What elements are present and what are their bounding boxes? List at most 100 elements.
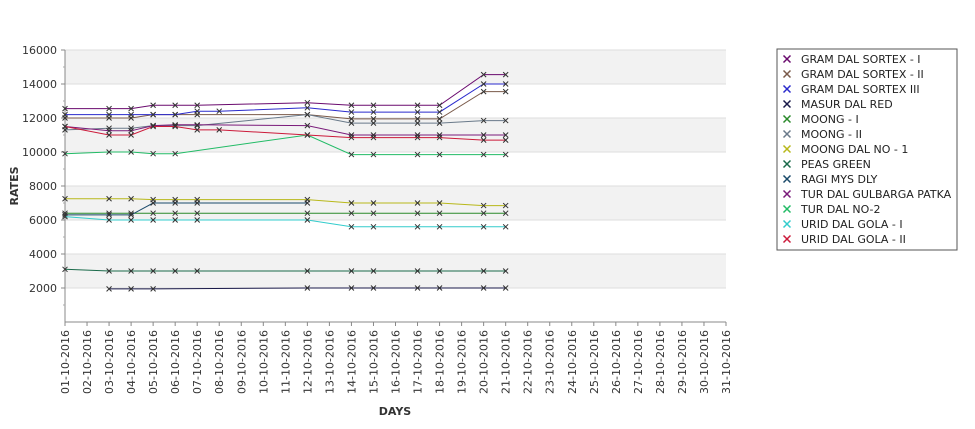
legend-marker (782, 114, 792, 124)
x-tick-label: 19-10-2016 (456, 330, 469, 394)
data-point-marker (304, 104, 311, 111)
data-point-marker (502, 223, 509, 230)
data-point-marker (348, 151, 355, 158)
x-tick-label: 24-10-2016 (566, 330, 579, 394)
data-point-marker (172, 200, 179, 206)
data-point-marker (480, 268, 487, 274)
legend: GRAM DAL SORTEX - I GRAM DAL SORTEX - II G… (776, 48, 958, 251)
data-point-marker (436, 268, 443, 274)
legend-label: URID DAL GOLA - II (801, 233, 906, 246)
data-point-marker (502, 88, 509, 95)
data-point-marker (480, 81, 487, 87)
data-point-marker (150, 123, 156, 130)
data-point-marker (172, 150, 179, 157)
x-tick-label: 28-10-2016 (654, 330, 667, 394)
axes: 2000 4000 6000 8000 10000 12000 14000 16000 01-1… (22, 44, 733, 394)
data-point-marker (414, 285, 421, 291)
legend-item: MOONG - I (782, 113, 859, 126)
data-point-marker (150, 150, 156, 157)
data-point-marker (414, 115, 421, 122)
series (62, 266, 509, 274)
data-point-marker (172, 102, 179, 109)
legend-marker (782, 69, 792, 79)
data-point-marker (370, 200, 377, 206)
data-point-marker (348, 132, 355, 138)
series (62, 71, 509, 112)
data-point-marker (502, 137, 509, 143)
x-tick-label: 16-10-2016 (390, 330, 403, 394)
data-point-marker (304, 200, 311, 206)
y-tick-label: 6000 (29, 214, 57, 227)
data-point-marker (480, 202, 487, 209)
series (62, 111, 509, 133)
data-point-marker (62, 213, 68, 220)
data-point-marker (194, 121, 201, 128)
legend-marker (782, 234, 792, 244)
legend-marker (782, 204, 792, 214)
data-point-marker (304, 268, 311, 274)
legend-item: GRAM DAL SORTEX - II (782, 68, 924, 81)
x-tick-label: 08-10-2016 (213, 330, 226, 394)
data-point-marker (128, 285, 134, 292)
legend-label: MOONG DAL NO - 1 (801, 143, 908, 156)
data-point-marker (348, 134, 355, 141)
data-point-marker (480, 137, 487, 143)
x-tick-label: 01-10-2016 (59, 330, 72, 394)
data-point-marker (128, 111, 134, 118)
grid-band (65, 50, 726, 84)
data-point-marker (502, 151, 509, 158)
y-tick-label: 14000 (22, 78, 57, 91)
data-point-marker (370, 151, 377, 158)
x-tick-label: 03-10-2016 (103, 330, 116, 394)
x-tick-label: 31-10-2016 (720, 330, 733, 394)
legend-item: TUR DAL NO-2 (782, 203, 881, 216)
legend-item: RAGI MYS DLY (782, 173, 878, 186)
data-point-marker (414, 223, 421, 230)
series (62, 200, 311, 218)
data-point-marker (480, 71, 487, 78)
data-point-marker (480, 285, 487, 291)
data-point-marker (348, 109, 355, 115)
data-point-marker (62, 195, 68, 202)
x-tick-label: 11-10-2016 (279, 330, 292, 394)
data-point-marker (502, 210, 509, 217)
data-point-marker (502, 202, 509, 209)
legend-label: GRAM DAL SORTEX - II (801, 68, 924, 81)
x-tick-label: 10-10-2016 (257, 330, 270, 394)
legend-marker (782, 99, 792, 109)
data-point-marker (436, 115, 443, 122)
data-point-marker (304, 285, 311, 291)
legend-marker (782, 189, 792, 199)
legend-item: MOONG DAL NO - 1 (782, 143, 908, 156)
data-point-marker (480, 132, 487, 138)
series-line (64, 126, 506, 141)
x-tick-label: 21-10-2016 (500, 330, 513, 394)
legend-box (776, 48, 958, 251)
data-point-marker (348, 268, 355, 274)
data-point-marker (370, 134, 377, 141)
data-point-marker (106, 127, 112, 134)
x-tick-label: 15-10-2016 (367, 330, 380, 394)
data-point-marker (414, 120, 421, 126)
data-point-marker (414, 268, 421, 274)
x-tick-label: 09-10-2016 (235, 330, 248, 394)
data-point-marker (370, 223, 377, 230)
data-point-marker (304, 132, 311, 138)
data-point-marker (348, 285, 355, 291)
legend-item: URID DAL GOLA - II (782, 233, 906, 246)
data-point-marker (436, 200, 443, 206)
data-point-marker (414, 210, 421, 217)
data-point-marker (414, 109, 421, 115)
data-point-marker (502, 71, 509, 78)
legend-marker (782, 219, 792, 229)
legend-item: TUR DAL GULBARGA PATKA (782, 188, 952, 201)
data-point-marker (194, 122, 201, 129)
data-point-marker (348, 120, 355, 126)
x-tick-label: 26-10-2016 (610, 330, 623, 394)
data-point-marker (106, 105, 112, 112)
legend-item: GRAM DAL SORTEX - I (782, 53, 921, 66)
x-tick-label: 14-10-2016 (345, 330, 358, 394)
legend-label: PEAS GREEN (801, 158, 871, 171)
x-tick-label: 30-10-2016 (698, 330, 711, 394)
x-tick-label: 29-10-2016 (676, 330, 689, 394)
